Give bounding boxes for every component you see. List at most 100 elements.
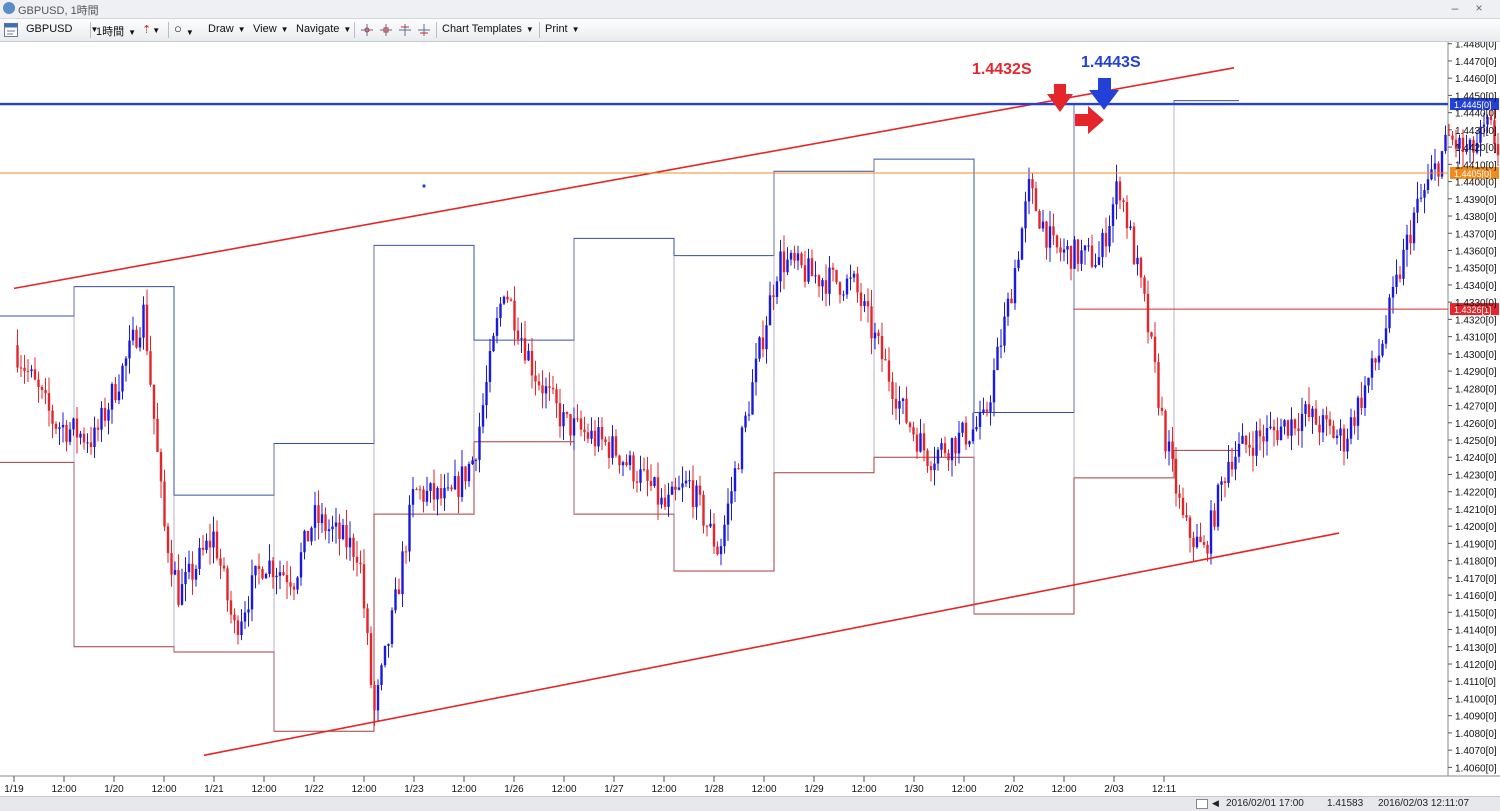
candle-body bbox=[201, 547, 205, 550]
candle-body bbox=[705, 525, 709, 527]
print-menu[interactable]: Print ▼ bbox=[545, 23, 580, 35]
circle-tool-button[interactable]: ○ ▼ bbox=[174, 21, 194, 37]
candle-body bbox=[453, 476, 457, 490]
candle-body bbox=[254, 565, 257, 576]
time-tick-label: 1/28 bbox=[704, 784, 724, 795]
candle-body bbox=[1034, 188, 1038, 211]
entry-arrow-right-icon bbox=[1075, 106, 1104, 134]
candle-body bbox=[1297, 428, 1300, 431]
candle-body bbox=[1181, 497, 1185, 516]
minimize-button[interactable]: – bbox=[1451, 1, 1459, 15]
price-tick-label: 1.4140[0] bbox=[1455, 626, 1497, 637]
price-tick-label: 1.4060[0] bbox=[1455, 763, 1497, 774]
navigate-menu[interactable]: Navigate ▼ bbox=[296, 23, 352, 35]
draw-menu[interactable]: Draw ▼ bbox=[208, 23, 246, 35]
time-tick-label: 12:00 bbox=[951, 784, 976, 795]
price-tick-label: 1.4200[0] bbox=[1455, 522, 1497, 533]
candle-body bbox=[1489, 116, 1493, 121]
candle-body bbox=[439, 488, 443, 499]
symbol-label: GBPUSD bbox=[26, 23, 73, 35]
price-tick-label: 1.4330[0] bbox=[1455, 298, 1497, 309]
candle-body bbox=[611, 436, 614, 458]
candle-body bbox=[1388, 297, 1391, 329]
indicator-icon[interactable]: ⇡▼ bbox=[142, 24, 161, 36]
candle-body bbox=[243, 612, 247, 622]
chart-templates-menu[interactable]: Chart Templates ▼ bbox=[442, 23, 534, 35]
candle-body bbox=[775, 281, 779, 298]
candle-body bbox=[992, 370, 996, 403]
candle-body bbox=[702, 494, 705, 526]
candle-body bbox=[1213, 510, 1216, 527]
candle-body bbox=[604, 439, 607, 443]
chart-properties-icon[interactable] bbox=[4, 23, 18, 37]
candle-body bbox=[138, 337, 142, 348]
candle-body bbox=[523, 338, 527, 361]
status-checkbox[interactable] bbox=[1196, 799, 1208, 809]
candle-body bbox=[1335, 435, 1339, 438]
candle-body bbox=[1143, 277, 1146, 294]
candle-body bbox=[436, 488, 439, 500]
price-tick-label: 1.4210[0] bbox=[1455, 505, 1497, 516]
candle-body bbox=[786, 259, 789, 273]
symbol-selector[interactable]: GBPUSD ▼ bbox=[26, 23, 99, 35]
candle-body bbox=[1129, 226, 1132, 229]
candle-body bbox=[121, 365, 124, 392]
candle-body bbox=[922, 433, 926, 451]
candle-body bbox=[390, 610, 394, 644]
candle-body bbox=[579, 418, 583, 430]
candle-body bbox=[1192, 537, 1195, 548]
close-button[interactable]: × bbox=[1475, 1, 1483, 15]
candle-body bbox=[1447, 134, 1451, 136]
candle-body bbox=[905, 398, 908, 423]
time-tick-label: 1/23 bbox=[404, 784, 424, 795]
price-tick-label: 1.4090[0] bbox=[1455, 712, 1497, 723]
candle-body bbox=[212, 531, 215, 548]
candle-body bbox=[1272, 426, 1276, 431]
price-tick-label: 1.4120[0] bbox=[1455, 660, 1497, 671]
candle-body bbox=[1059, 247, 1062, 253]
current-time: 2016/02/03 12:11:07 bbox=[1378, 798, 1470, 809]
candle-body bbox=[355, 556, 359, 563]
sell-label-2: 1.4443S bbox=[1081, 54, 1141, 71]
candle-body bbox=[1024, 201, 1027, 229]
price-axis[interactable] bbox=[1448, 42, 1500, 776]
candle-body bbox=[1318, 424, 1321, 433]
candle-body bbox=[397, 589, 401, 595]
candle-body bbox=[68, 429, 72, 442]
candle-body bbox=[1311, 408, 1314, 418]
chart-lines bbox=[0, 67, 1448, 757]
sell-label-1: 1.4432S bbox=[972, 61, 1032, 78]
candle-body bbox=[1279, 426, 1283, 440]
candle-body bbox=[411, 489, 415, 505]
candle-body bbox=[1426, 179, 1430, 191]
time-tick-label: 12:00 bbox=[651, 784, 676, 795]
crosshair-tools[interactable] bbox=[359, 22, 435, 38]
candle-body bbox=[1153, 336, 1157, 363]
candle-body bbox=[194, 568, 198, 580]
daily-high-line bbox=[0, 100, 1239, 496]
window-titlebar: GBPUSD, 1時間 – × bbox=[0, 0, 1500, 19]
time-tick-label: 12:00 bbox=[551, 784, 576, 795]
timeframe-selector[interactable]: 1時間 ▼ bbox=[96, 26, 137, 38]
candle-body bbox=[747, 414, 751, 416]
candle-body bbox=[758, 337, 761, 359]
view-menu[interactable]: View ▼ bbox=[253, 23, 289, 35]
price-tick-label: 1.4400[0] bbox=[1455, 178, 1497, 189]
price-chart[interactable]: 1.4445[0] 1.4405[0] 1.4326[1] 1.4060[0] 1.40… bbox=[0, 42, 1500, 796]
candle-body bbox=[1157, 362, 1160, 408]
price-tick-label: 1.4300[0] bbox=[1455, 350, 1497, 361]
scroll-left-icon[interactable]: ◀ bbox=[1212, 798, 1219, 808]
candle-body bbox=[691, 480, 695, 508]
chart-area[interactable] bbox=[0, 42, 1448, 776]
candle-body bbox=[1003, 316, 1006, 346]
price-tick-label: 1.4150[0] bbox=[1455, 608, 1497, 619]
candle-body bbox=[1377, 355, 1381, 363]
candle-body bbox=[152, 384, 156, 419]
candle-body bbox=[572, 418, 576, 436]
window-title: GBPUSD, 1時間 bbox=[18, 5, 99, 17]
candle-body bbox=[1101, 232, 1104, 258]
navigate-label: Navigate bbox=[296, 23, 340, 35]
candle-body bbox=[1293, 419, 1297, 429]
candle-body bbox=[618, 455, 621, 466]
price-tick-label: 1.4160[0] bbox=[1455, 591, 1497, 602]
